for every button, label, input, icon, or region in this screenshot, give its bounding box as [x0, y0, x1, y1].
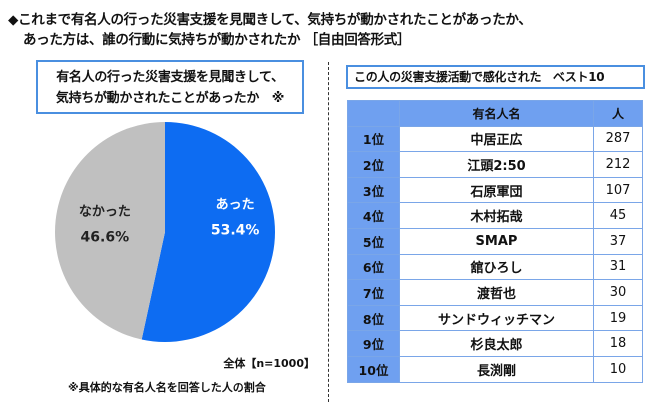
ranking-table: 有名人名 人 1位 中居正広 287 2位 江頭2:50 212 3位 石原軍団 107 4位 木村… — [347, 100, 643, 383]
cell-cnt: 10 — [593, 355, 643, 383]
cell-rank: 8位 — [347, 304, 400, 332]
cell-cnt: 37 — [593, 227, 643, 255]
table-row: 1位 中居正広 287 — [347, 125, 643, 153]
pie-label-1: なかった — [79, 205, 131, 220]
question-line-2: 気持ちが動かされたことがあったか ※ — [55, 91, 285, 106]
table-row: 7位 渡哲也 30 — [347, 279, 643, 306]
cell-name: 杉良太郎 — [399, 330, 594, 357]
footnote: ※具体的な有名人名を回答した人の割合 — [68, 381, 266, 394]
header-rank — [347, 100, 400, 127]
table-row: 9位 杉良太郎 18 — [347, 330, 643, 357]
cell-rank: 7位 — [347, 279, 400, 306]
header-name: 有名人名 — [399, 100, 594, 127]
cell-cnt: 18 — [593, 330, 643, 357]
cell-rank: 3位 — [347, 176, 400, 204]
table-row: 10位 長渕剛 10 — [347, 355, 643, 383]
cell-rank: 5位 — [347, 227, 400, 255]
cell-name: 木村拓哉 — [399, 202, 594, 229]
sample-size: 全体【n=1000】 — [223, 357, 315, 370]
pie-chart: あった 53.4% なかった 46.6% — [55, 122, 276, 342]
cell-name: 江頭2:50 — [399, 151, 594, 178]
table-row: 2位 江頭2:50 212 — [347, 151, 643, 178]
pie-slice-0 — [141, 122, 276, 342]
pie-question-box: 有名人の行った災害支援を見聞きして、 気持ちが動かされたことがあったか ※ — [36, 60, 304, 114]
cell-cnt: 31 — [593, 253, 643, 281]
cell-cnt: 30 — [593, 279, 643, 306]
table-row: 6位 舘ひろし 31 — [347, 253, 643, 281]
cell-name: 中居正広 — [399, 125, 594, 153]
ranking-title: この人の災害支援活動で感化された ベスト10 — [346, 65, 645, 89]
cell-cnt: 212 — [593, 151, 643, 178]
cell-name: SMAP — [399, 227, 594, 255]
title-line-2: あった方は、誰の行動に気持ちが動かされたか ［自由回答形式］ — [23, 32, 411, 48]
table-row: 3位 石原軍団 107 — [347, 176, 643, 204]
cell-rank: 9位 — [347, 330, 400, 357]
title-line-1: ◆これまで有名人の行った災害支援を見聞きして、気持ちが動かされたことがあったか、 — [8, 12, 532, 28]
cell-cnt: 19 — [593, 304, 643, 332]
pie-slice-1 — [55, 122, 165, 340]
question-line-1: 有名人の行った災害支援を見聞きして、 — [56, 70, 284, 85]
cell-rank: 1位 — [347, 125, 400, 153]
table-row: 8位 サンドウィッチマン 19 — [347, 304, 643, 332]
cell-rank: 10位 — [347, 355, 400, 383]
pie-label-0: あった — [216, 197, 255, 212]
cell-rank: 6位 — [347, 253, 400, 281]
cell-cnt: 45 — [593, 202, 643, 229]
table-row: 4位 木村拓哉 45 — [347, 202, 643, 229]
pie-value-1: 46.6% — [81, 230, 130, 246]
dashed-divider — [328, 62, 329, 402]
table-row: 5位 SMAP 37 — [347, 227, 643, 255]
pie-value-0: 53.4% — [211, 222, 260, 238]
cell-name: 長渕剛 — [399, 355, 594, 383]
cell-name: 石原軍団 — [399, 176, 594, 204]
cell-name: 舘ひろし — [399, 253, 594, 281]
cell-cnt: 287 — [593, 125, 643, 153]
cell-cnt: 107 — [593, 176, 643, 204]
cell-name: 渡哲也 — [399, 279, 594, 306]
cell-rank: 2位 — [347, 151, 400, 178]
header-count: 人 — [593, 100, 643, 127]
cell-name: サンドウィッチマン — [399, 304, 594, 332]
page-title: ◆これまで有名人の行った災害支援を見聞きして、気持ちが動かされたことがあったか、… — [8, 10, 532, 50]
cell-rank: 4位 — [347, 202, 400, 229]
